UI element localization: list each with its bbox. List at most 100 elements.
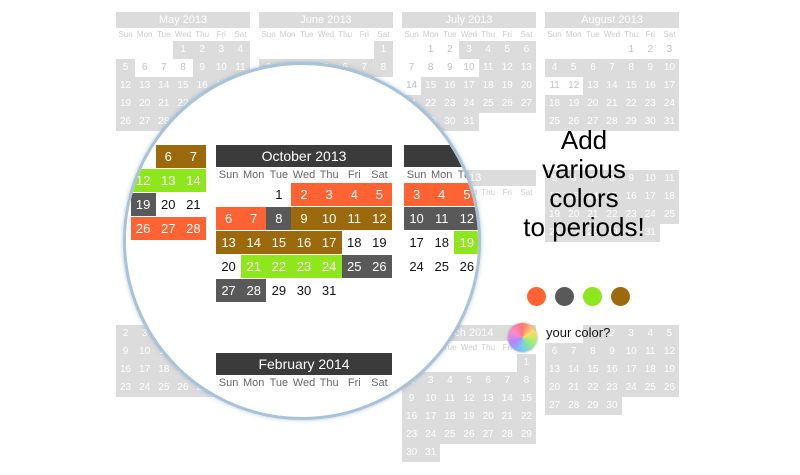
- day-cell[interactable]: 13: [583, 77, 603, 95]
- day-cell[interactable]: 13: [155, 169, 181, 192]
- day-cell[interactable]: 15: [602, 188, 622, 206]
- day-cell[interactable]: 18: [640, 361, 660, 379]
- day-cell[interactable]: 3: [459, 41, 479, 59]
- day-cell[interactable]: 5: [366, 183, 392, 206]
- dark-gray-swatch[interactable]: [555, 287, 574, 306]
- day-cell[interactable]: 26: [545, 224, 565, 242]
- day-cell[interactable]: 25: [434, 259, 449, 274]
- day-cell[interactable]: 18: [154, 361, 174, 379]
- day-cell[interactable]: 9: [621, 170, 641, 188]
- day-cell[interactable]: 14: [406, 80, 418, 91]
- day-cell[interactable]: 10: [659, 59, 679, 77]
- day-cell[interactable]: 14: [154, 77, 174, 95]
- day-cell[interactable]: 16: [640, 77, 660, 95]
- day-cell[interactable]: 12: [459, 390, 479, 408]
- day-cell[interactable]: 28: [583, 224, 603, 242]
- day-cell[interactable]: 1: [516, 354, 536, 372]
- brown-swatch[interactable]: [611, 287, 630, 306]
- day-cell[interactable]: 4: [545, 59, 565, 77]
- day-cell[interactable]: 29: [583, 397, 603, 415]
- day-cell[interactable]: 11: [429, 207, 455, 230]
- day-cell[interactable]: 26: [366, 255, 392, 278]
- day-cell[interactable]: 15: [621, 77, 641, 95]
- day-cell[interactable]: 3: [621, 325, 641, 343]
- day-cell[interactable]: 8: [373, 59, 393, 77]
- day-cell[interactable]: 19: [659, 361, 679, 379]
- day-cell[interactable]: 17: [409, 235, 424, 250]
- day-cell[interactable]: 28: [497, 426, 517, 444]
- day-cell[interactable]: 26: [459, 426, 479, 444]
- day-cell[interactable]: 8: [180, 62, 186, 73]
- day-cell[interactable]: 30: [621, 224, 641, 242]
- day-cell[interactable]: 20: [516, 77, 536, 95]
- day-cell[interactable]: 8: [266, 207, 292, 230]
- day-cell[interactable]: 27: [135, 113, 155, 131]
- day-cell[interactable]: 29: [271, 283, 287, 298]
- day-cell[interactable]: 26: [659, 379, 679, 397]
- day-cell[interactable]: 4: [640, 325, 660, 343]
- day-cell[interactable]: 6: [545, 343, 565, 361]
- day-cell[interactable]: 11: [549, 80, 560, 91]
- day-cell[interactable]: 6: [216, 207, 242, 230]
- day-cell[interactable]: 7: [564, 343, 584, 361]
- day-cell[interactable]: 6: [516, 41, 536, 59]
- day-cell[interactable]: 24: [621, 379, 641, 397]
- day-cell[interactable]: 1: [427, 44, 434, 55]
- day-cell[interactable]: 31: [659, 113, 679, 131]
- day-cell[interactable]: 20: [545, 379, 565, 397]
- day-cell[interactable]: 19: [564, 95, 584, 113]
- day-cell[interactable]: 25: [440, 426, 460, 444]
- day-cell[interactable]: 9: [116, 343, 136, 361]
- day-cell[interactable]: 13: [216, 231, 242, 254]
- day-cell[interactable]: 28: [180, 217, 206, 240]
- day-cell[interactable]: 25: [545, 113, 565, 131]
- day-cell[interactable]: 5: [459, 372, 479, 390]
- day-cell[interactable]: 17: [135, 361, 155, 379]
- day-cell[interactable]: 15: [583, 361, 603, 379]
- day-cell[interactable]: 27: [564, 224, 584, 242]
- day-cell[interactable]: 7: [241, 207, 267, 230]
- day-cell[interactable]: 10: [404, 207, 430, 230]
- day-cell[interactable]: 29: [602, 224, 622, 242]
- day-cell[interactable]: 4: [478, 41, 498, 59]
- day-cell[interactable]: 12: [545, 188, 565, 206]
- day-cell[interactable]: 1: [628, 44, 634, 55]
- day-cell[interactable]: 2: [602, 325, 622, 343]
- day-cell[interactable]: 30: [296, 283, 312, 298]
- day-cell[interactable]: 5: [659, 325, 679, 343]
- day-cell[interactable]: 17: [421, 408, 441, 426]
- day-cell[interactable]: 19: [372, 235, 387, 250]
- day-cell[interactable]: 13: [516, 59, 536, 77]
- day-cell[interactable]: 19: [116, 95, 136, 113]
- day-cell[interactable]: 8: [602, 170, 622, 188]
- day-cell[interactable]: 13: [564, 188, 584, 206]
- day-cell[interactable]: 2: [192, 41, 212, 59]
- day-cell[interactable]: 14: [564, 361, 584, 379]
- day-cell[interactable]: 27: [516, 95, 536, 113]
- day-cell[interactable]: 9: [447, 62, 453, 73]
- day-cell[interactable]: 11: [341, 207, 367, 230]
- day-cell[interactable]: 4: [230, 41, 250, 59]
- day-cell[interactable]: 4: [429, 183, 455, 206]
- day-cell[interactable]: 25: [640, 379, 660, 397]
- day-cell[interactable]: 8: [621, 59, 641, 77]
- day-cell[interactable]: 16: [116, 361, 136, 379]
- day-cell[interactable]: 12: [497, 59, 517, 77]
- day-cell[interactable]: 21: [186, 197, 201, 212]
- day-cell[interactable]: 26: [173, 379, 193, 397]
- day-cell[interactable]: 8: [427, 62, 434, 73]
- day-cell[interactable]: 25: [341, 255, 367, 278]
- day-cell[interactable]: 7: [583, 170, 603, 188]
- day-cell[interactable]: 11: [440, 390, 460, 408]
- day-cell[interactable]: 1: [583, 325, 603, 343]
- day-cell[interactable]: 28: [602, 113, 622, 131]
- day-cell[interactable]: 2: [291, 183, 317, 206]
- day-cell[interactable]: 8: [516, 372, 536, 390]
- day-cell[interactable]: 26: [564, 113, 584, 131]
- day-cell[interactable]: 12: [659, 343, 679, 361]
- day-cell[interactable]: 23: [621, 206, 641, 224]
- day-cell[interactable]: 10: [135, 343, 155, 361]
- day-cell[interactable]: 21: [497, 408, 517, 426]
- day-cell[interactable]: 31: [321, 283, 337, 298]
- day-cell[interactable]: 15: [173, 77, 193, 95]
